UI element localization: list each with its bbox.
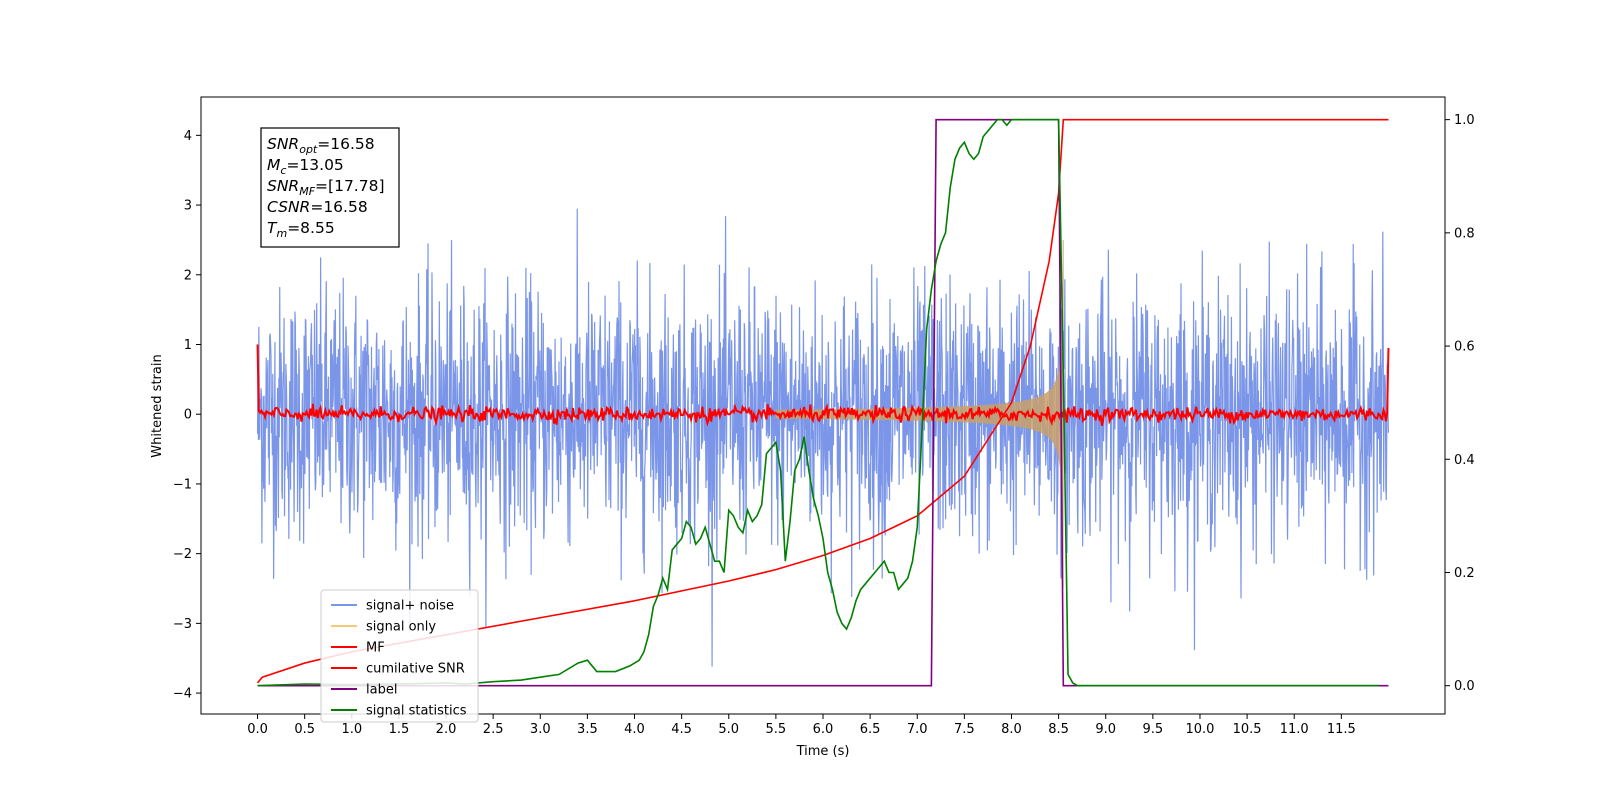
annotation-symbol: CSNR — [267, 198, 310, 216]
x-tick-label: 9.5 — [1143, 722, 1164, 737]
y-axis-label: Whitened strain — [150, 354, 165, 457]
x-tick-label: 8.5 — [1048, 722, 1069, 737]
stats-annotation-box: SNRopt=16.58Mc=13.05SNRMF=[17.78]CSNR=16… — [260, 127, 400, 248]
x-tick-label: 2.0 — [436, 722, 457, 737]
annotation-line: SNRopt=16.58 — [267, 135, 375, 156]
x-tick-label: 7.5 — [954, 722, 975, 737]
y2-tick-label: 1.0 — [1454, 113, 1475, 128]
series-signal-only — [775, 239, 1064, 589]
x-tick-label: 7.0 — [907, 722, 928, 737]
legend-label: cumilative SNR — [366, 662, 465, 677]
series-mf — [256, 344, 1390, 427]
y-tick-label: 4 — [184, 129, 192, 144]
y2-tick-label: 0.2 — [1454, 566, 1475, 581]
annotation-value: =16.58 — [310, 198, 367, 216]
legend: signal+ noise signal only MF cumilative SNR… — [320, 589, 479, 723]
y-tick-label: 3 — [184, 199, 192, 214]
y2-tick-label: 0.0 — [1454, 679, 1475, 694]
x-tick-label: 9.0 — [1095, 722, 1116, 737]
annotation-value: =[17.78] — [315, 177, 384, 195]
annotation-symbol: SNR — [267, 135, 299, 153]
x-tick-label: 1.0 — [341, 722, 362, 737]
legend-frame — [320, 589, 479, 723]
annotation-line: Tm=8.55 — [267, 219, 335, 240]
annotation-symbol: SNR — [267, 177, 299, 195]
annotation-value: =13.05 — [286, 156, 343, 174]
x-tick-label: 8.0 — [1001, 722, 1022, 737]
series-signal-noise — [256, 208, 1390, 667]
y-tick-label: −1 — [173, 477, 192, 492]
annotation-line: SNRMF=[17.78] — [267, 177, 385, 198]
y-tick-label: −4 — [173, 687, 192, 702]
y-tick-label: 2 — [184, 268, 192, 283]
annotation-subscript: MF — [299, 185, 315, 198]
ticks-layer: 0.0 0.5 1.0 1.5 2.0 2.5 3.0 3.5 4.0 4.5 5.0 5.5 6.0 6… — [173, 113, 1475, 737]
x-tick-label: 10.5 — [1233, 722, 1262, 737]
x-tick-label: 6.0 — [813, 722, 834, 737]
x-tick-label: 10.0 — [1185, 722, 1214, 737]
x-tick-label: 5.0 — [718, 722, 739, 737]
x-tick-label: 3.0 — [530, 722, 551, 737]
annotation-symbol: T — [267, 219, 278, 237]
annotation-line: Mc=13.05 — [267, 156, 344, 177]
x-tick-label: 6.5 — [860, 722, 881, 737]
legend-label: label — [366, 683, 397, 698]
x-tick-label: 11.5 — [1327, 722, 1356, 737]
series-signal-statistics — [257, 118, 1380, 687]
annotation-symbol: M — [267, 156, 280, 174]
x-tick-label: 0.5 — [294, 722, 315, 737]
y-tick-label: −3 — [173, 617, 192, 632]
annotation-value: =8.55 — [287, 219, 335, 237]
x-tick-label: 5.5 — [766, 722, 787, 737]
x-axis-label: Time (s) — [796, 744, 850, 759]
series-layer — [256, 118, 1390, 687]
annotation-subscript: c — [280, 164, 286, 177]
x-tick-label: 2.5 — [483, 722, 504, 737]
annotation-line: CSNR=16.58 — [267, 198, 368, 216]
x-tick-label: 11.0 — [1280, 722, 1309, 737]
x-tick-label: 4.0 — [624, 722, 645, 737]
y-tick-label: −2 — [173, 547, 192, 562]
legend-label: signal only — [366, 620, 436, 635]
legend-label: signal statistics — [366, 704, 467, 719]
legend-label: MF — [366, 641, 385, 656]
y-tick-label: 1 — [184, 338, 192, 353]
x-tick-label: 4.5 — [671, 722, 692, 737]
y-tick-label: 0 — [184, 408, 192, 423]
annotation-subscript: opt — [299, 143, 318, 156]
x-tick-label: 3.5 — [577, 722, 598, 737]
legend-label: signal+ noise — [366, 599, 454, 614]
y2-tick-label: 0.8 — [1454, 226, 1475, 241]
x-tick-label: 1.5 — [389, 722, 410, 737]
annotation-subscript: m — [276, 227, 287, 240]
annotation-value: =16.58 — [317, 135, 374, 153]
x-tick-label: 0.0 — [247, 722, 268, 737]
y2-tick-label: 0.4 — [1454, 453, 1475, 468]
y2-tick-label: 0.6 — [1454, 340, 1475, 355]
annotation-frame — [260, 127, 400, 248]
